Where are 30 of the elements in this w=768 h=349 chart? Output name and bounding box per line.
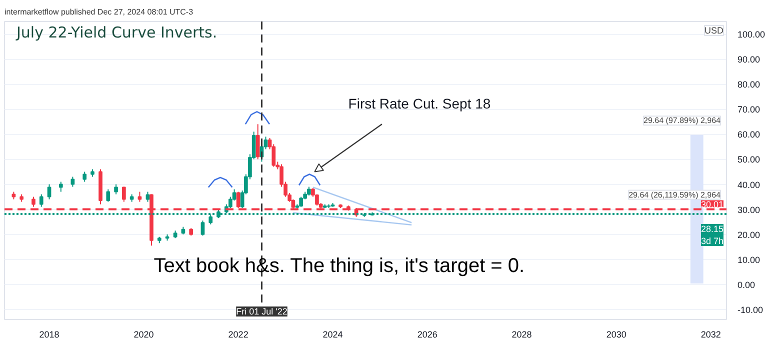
ref-line-label: 28.15 3d 7h: [700, 224, 724, 246]
x-tick-label: 2024: [322, 330, 343, 340]
y-tick-label: 20.00: [738, 230, 760, 240]
y-tick-label: -10.00: [738, 304, 764, 315]
y-tick-label: 0.00: [738, 280, 756, 290]
y-axis-title: USD: [704, 26, 724, 36]
chart-title: July 22-Yield Curve Inverts.: [16, 24, 218, 42]
annotation: 29.64 (97.89%) 2,964: [644, 116, 722, 126]
y-tick-label: 40.00: [738, 180, 760, 190]
x-tick-label: 2026: [417, 330, 438, 340]
ref-line-label: Fri 01 Jul '22: [236, 306, 288, 316]
y-tick-label: 60.00: [738, 130, 760, 140]
y-tick-label: 80.00: [738, 80, 760, 90]
y-tick-label: 30.00: [738, 204, 760, 215]
ref-line-label: 30.01: [700, 199, 724, 210]
annotation: First Rate Cut. Sept 18: [348, 96, 491, 112]
y-tick-label: 50.00: [738, 154, 760, 165]
x-tick-label: 2022: [228, 330, 248, 340]
y-tick-label: 90.00: [738, 54, 760, 65]
x-tick-label: 2020: [134, 330, 154, 340]
y-tick-label: 10.00: [738, 254, 760, 265]
text: intermarketflow published Dec 27, 2024 08:01 UTC-3: [4, 8, 194, 16]
x-tick-label: 2032: [700, 330, 721, 340]
x-tick-label: 2030: [606, 330, 626, 340]
annotation: 29.64 (26,119.59%) 2,964: [628, 190, 722, 200]
annotation: Text book h&s. The thing is, it's target = 0.: [154, 254, 525, 277]
y-tick-label: 100.00: [738, 30, 766, 40]
x-tick-label: 2028: [512, 330, 532, 340]
x-tick-label: 2018: [39, 330, 60, 340]
y-tick-label: 70.00: [738, 104, 760, 115]
